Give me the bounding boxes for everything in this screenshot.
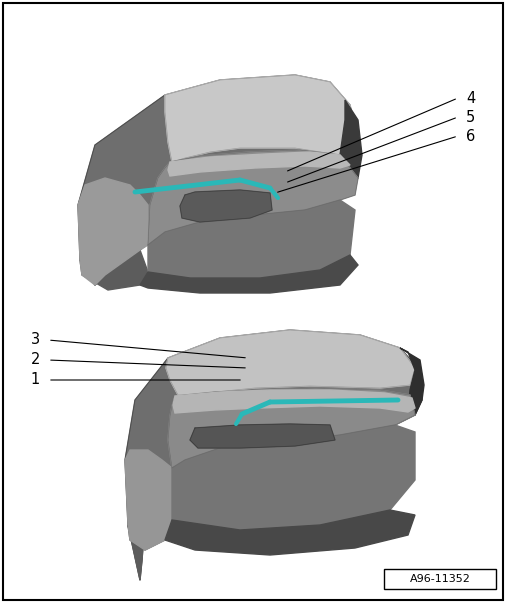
Polygon shape	[147, 150, 358, 245]
Polygon shape	[339, 100, 361, 192]
Polygon shape	[166, 330, 414, 396]
Polygon shape	[78, 178, 147, 285]
Polygon shape	[140, 255, 358, 293]
Polygon shape	[125, 330, 421, 580]
Polygon shape	[165, 510, 414, 555]
Polygon shape	[165, 75, 358, 162]
Polygon shape	[128, 478, 172, 580]
Text: 4: 4	[465, 90, 474, 106]
Bar	[383, 569, 495, 589]
Polygon shape	[125, 450, 172, 550]
Text: 6: 6	[465, 128, 474, 144]
Polygon shape	[147, 200, 355, 278]
Text: A96-11352: A96-11352	[409, 574, 470, 584]
Polygon shape	[80, 250, 147, 290]
Polygon shape	[399, 348, 423, 415]
Polygon shape	[78, 75, 358, 285]
Polygon shape	[168, 388, 414, 468]
Polygon shape	[189, 424, 334, 448]
Text: 2: 2	[31, 353, 40, 367]
Polygon shape	[173, 390, 414, 413]
Polygon shape	[180, 190, 272, 222]
Polygon shape	[168, 152, 349, 176]
Text: 3: 3	[31, 332, 40, 347]
Polygon shape	[172, 425, 414, 530]
Text: 5: 5	[465, 110, 474, 124]
Text: 1: 1	[31, 373, 40, 388]
